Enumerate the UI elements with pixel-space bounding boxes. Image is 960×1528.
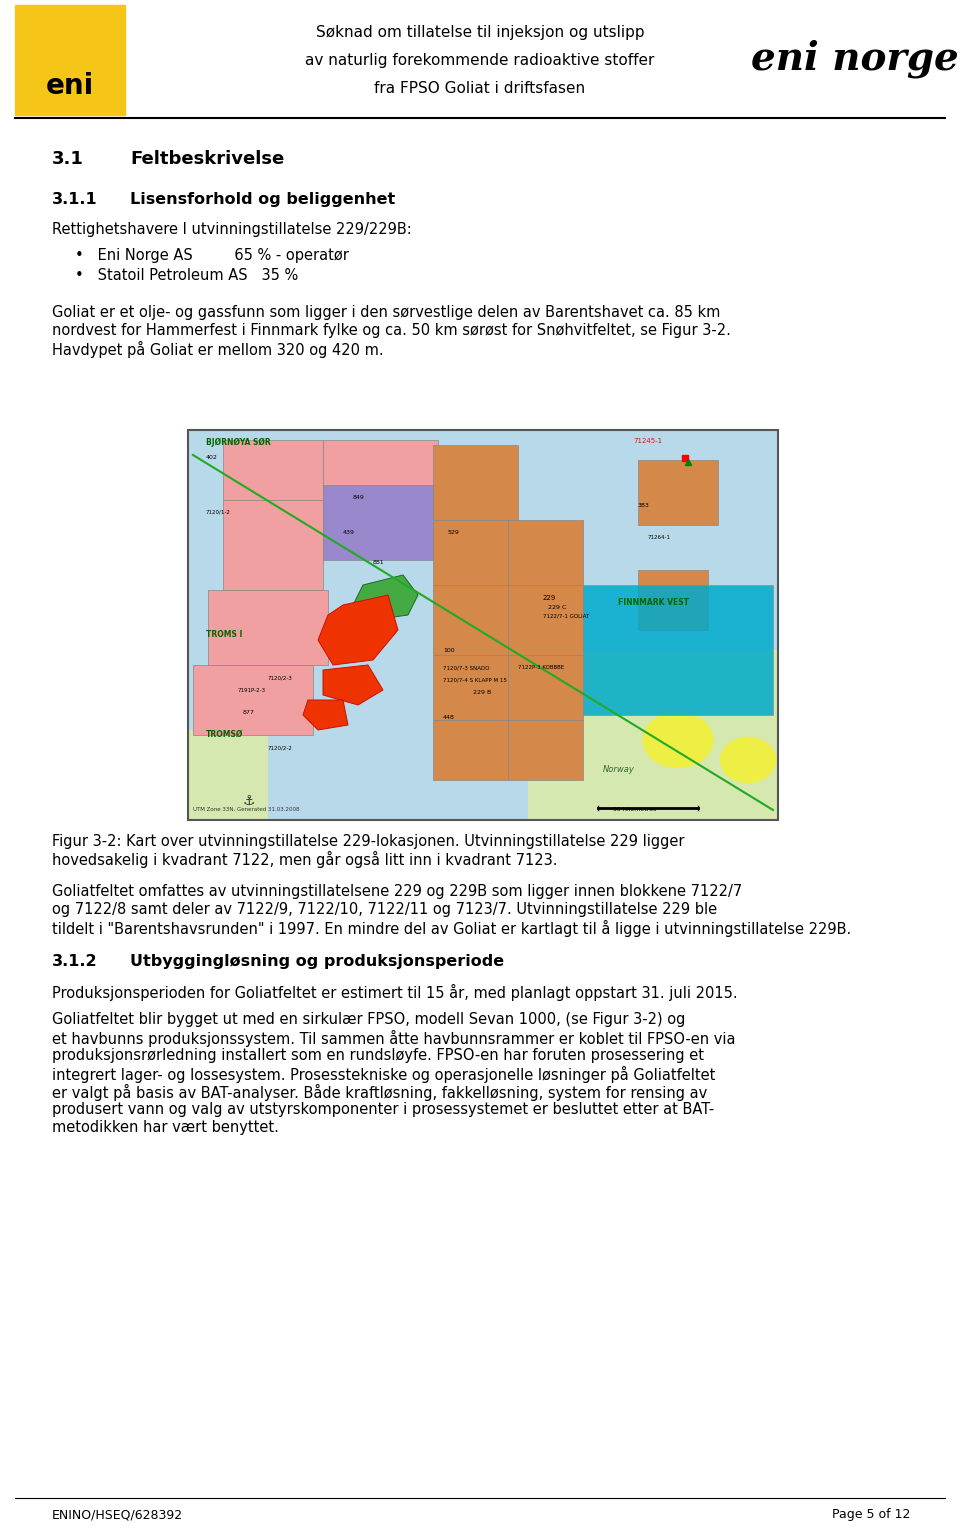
Text: Page 5 of 12: Page 5 of 12 — [831, 1508, 910, 1520]
Bar — [508, 656, 583, 720]
Text: Søknad om tillatelse til injeksjon og utslipp: Søknad om tillatelse til injeksjon og ut… — [316, 24, 644, 40]
Text: er valgt på basis av BAT-analyser. Både kraftløsning, fakkelløsning, system for : er valgt på basis av BAT-analyser. Både … — [52, 1083, 708, 1102]
Text: tildelt i "Barentshavsrunden" i 1997. En mindre del av Goliat er kartlagt til å : tildelt i "Barentshavsrunden" i 1997. En… — [52, 920, 852, 937]
Text: ⚓: ⚓ — [243, 795, 255, 808]
Text: 7122P-3 KOBBBE: 7122P-3 KOBBBE — [518, 665, 564, 669]
Bar — [15, 5, 125, 115]
Text: Goliatfeltet blir bygget ut med en sirkulær FPSO, modell Sevan 1000, (se Figur 3: Goliatfeltet blir bygget ut med en sirku… — [52, 1012, 685, 1027]
Text: 7120/7-3 SNADO: 7120/7-3 SNADO — [443, 665, 490, 669]
Bar — [433, 445, 518, 520]
Text: 7120/7-4 S KLAPP M 15: 7120/7-4 S KLAPP M 15 — [443, 678, 507, 683]
Bar — [323, 495, 363, 539]
Bar — [433, 520, 508, 585]
Bar — [528, 649, 778, 821]
Text: BJØRNØYA SØR: BJØRNØYA SØR — [206, 439, 271, 448]
Text: •   Statoil Petroleum AS   35 %: • Statoil Petroleum AS 35 % — [75, 267, 299, 283]
Text: 448: 448 — [443, 715, 455, 720]
Bar — [323, 484, 433, 559]
Text: 383: 383 — [638, 503, 650, 507]
Text: 229 C: 229 C — [548, 605, 566, 610]
Text: produksjonsrørledning installert som en rundsløyfe. FPSO-en har foruten prosesse: produksjonsrørledning installert som en … — [52, 1048, 704, 1063]
Ellipse shape — [721, 738, 776, 782]
Bar — [223, 440, 323, 500]
Text: Utbyggingløsning og produksjonsperiode: Utbyggingløsning og produksjonsperiode — [130, 953, 504, 969]
Text: 402: 402 — [206, 455, 218, 460]
Bar — [508, 720, 583, 779]
Text: 100: 100 — [443, 648, 455, 652]
Bar — [193, 665, 313, 735]
Text: 529: 529 — [448, 530, 460, 535]
Bar — [323, 440, 438, 495]
Bar — [638, 460, 718, 526]
Bar — [433, 720, 508, 779]
Polygon shape — [353, 575, 418, 620]
Bar — [188, 429, 778, 821]
Text: integrert lager- og lossesystem. Prosesstekniske og operasjonelle løsninger på G: integrert lager- og lossesystem. Prosess… — [52, 1067, 715, 1083]
Polygon shape — [318, 594, 398, 665]
Text: 7122/7-1 GOLIAT: 7122/7-1 GOLIAT — [543, 613, 589, 617]
Bar — [508, 520, 583, 585]
Text: 3.1: 3.1 — [52, 150, 84, 168]
Text: 71245-1: 71245-1 — [633, 439, 662, 445]
Bar — [583, 585, 773, 715]
Bar — [223, 500, 323, 590]
Text: eni: eni — [46, 72, 94, 99]
Text: eni norge: eni norge — [751, 40, 959, 78]
Text: fra FPSO Goliat i driftsfasen: fra FPSO Goliat i driftsfasen — [374, 81, 586, 96]
Ellipse shape — [643, 712, 713, 767]
Text: Feltbeskrivelse: Feltbeskrivelse — [130, 150, 284, 168]
Text: Rettighetshavere I utvinningstillatelse 229/229B:: Rettighetshavere I utvinningstillatelse … — [52, 222, 412, 237]
Text: Produksjonsperioden for Goliatfeltet er estimert til 15 år, med planlagt oppstar: Produksjonsperioden for Goliatfeltet er … — [52, 984, 737, 1001]
Text: TROMS I: TROMS I — [206, 630, 242, 639]
Text: Goliatfeltet omfattes av utvinningstillatelsene 229 og 229B som ligger innen blo: Goliatfeltet omfattes av utvinningstilla… — [52, 885, 742, 898]
Text: 229: 229 — [543, 594, 556, 601]
Text: nordvest for Hammerfest i Finnmark fylke og ca. 50 km sørøst for Snøhvitfeltet, : nordvest for Hammerfest i Finnmark fylke… — [52, 322, 731, 338]
Bar — [433, 656, 508, 720]
Text: •   Eni Norge AS         65 % - operatør: • Eni Norge AS 65 % - operatør — [75, 248, 348, 263]
Text: Norway: Norway — [603, 766, 635, 775]
Bar — [208, 590, 328, 665]
Bar — [188, 429, 778, 821]
Text: 849: 849 — [353, 495, 365, 500]
Bar — [433, 585, 508, 656]
Text: 71264-1: 71264-1 — [648, 535, 671, 539]
Polygon shape — [303, 700, 348, 730]
Text: ENINO/HSEQ/628392: ENINO/HSEQ/628392 — [52, 1508, 183, 1520]
Text: av naturlig forekommende radioaktive stoffer: av naturlig forekommende radioaktive sto… — [305, 53, 655, 69]
Text: 7120/2-2: 7120/2-2 — [268, 746, 293, 750]
Text: 3.1.2: 3.1.2 — [52, 953, 98, 969]
Text: 3.1.1: 3.1.1 — [52, 193, 98, 206]
Text: Lisensforhold og beliggenhet: Lisensforhold og beliggenhet — [130, 193, 396, 206]
Bar — [508, 585, 583, 656]
Text: 50 Kilometres: 50 Kilometres — [613, 807, 657, 811]
Text: et havbunns produksjonssystem. Til sammen åtte havbunnsrammer er koblet til FPSO: et havbunns produksjonssystem. Til samme… — [52, 1030, 735, 1047]
Bar — [628, 750, 778, 821]
Text: FINNMARK VEST: FINNMARK VEST — [618, 597, 689, 607]
Text: TROMSØ: TROMSØ — [206, 730, 244, 740]
Text: Figur 3-2: Kart over utvinningstillatelse 229-lokasjonen. Utvinningstillatelse 2: Figur 3-2: Kart over utvinningstillatels… — [52, 834, 684, 850]
Bar — [188, 730, 268, 821]
Text: 439: 439 — [343, 530, 355, 535]
Text: hovedsakelig i kvadrant 7122, men går også litt inn i kvadrant 7123.: hovedsakelig i kvadrant 7122, men går og… — [52, 851, 558, 868]
Bar — [638, 570, 708, 630]
Text: 881: 881 — [373, 559, 385, 565]
Text: 877: 877 — [243, 711, 254, 715]
Polygon shape — [323, 665, 383, 704]
Text: metodikken har vært benyttet.: metodikken har vært benyttet. — [52, 1120, 278, 1135]
Text: 7120/1-2: 7120/1-2 — [206, 510, 230, 515]
Text: UTM Zone 33N, Generated 31.03.2008: UTM Zone 33N, Generated 31.03.2008 — [193, 807, 300, 811]
Text: Havdypet på Goliat er mellom 320 og 420 m.: Havdypet på Goliat er mellom 320 og 420 … — [52, 341, 384, 358]
Text: og 7122/8 samt deler av 7122/9, 7122/10, 7122/11 og 7123/7. Utvinningstillatelse: og 7122/8 samt deler av 7122/9, 7122/10,… — [52, 902, 717, 917]
Text: produsert vann og valg av utstyrskomponenter i prosessystemet er besluttet etter: produsert vann og valg av utstyrskompone… — [52, 1102, 714, 1117]
Text: 229 B: 229 B — [473, 691, 492, 695]
Text: 7191P-2-3: 7191P-2-3 — [238, 688, 266, 694]
Text: Goliat er et olje- og gassfunn som ligger i den sørvestlige delen av Barentshave: Goliat er et olje- og gassfunn som ligge… — [52, 306, 720, 319]
Text: 7120/2-3: 7120/2-3 — [268, 675, 293, 680]
